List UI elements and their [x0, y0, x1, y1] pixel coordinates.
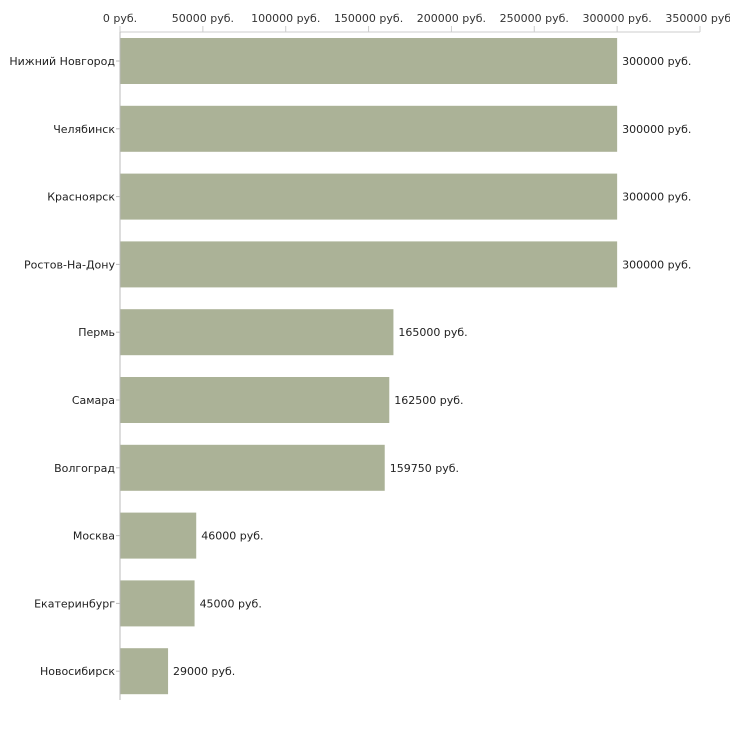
bar [120, 241, 618, 288]
bar [120, 580, 195, 627]
category-label: Волгоград [54, 462, 115, 475]
category-label: Ростов-На-Дону [24, 258, 115, 271]
bar [120, 105, 618, 152]
category-label: Новосибирск [40, 665, 115, 678]
category-label: Москва [73, 530, 115, 543]
bar [120, 377, 390, 423]
bar-value-label: 300000 руб. [622, 191, 691, 204]
bar-value-label: 162500 руб. [394, 394, 463, 407]
bar-value-label: 300000 руб. [622, 123, 691, 136]
bar-value-label: 300000 руб. [622, 258, 691, 271]
bar [120, 38, 618, 84]
bar-value-label: 46000 руб. [201, 530, 263, 543]
x-tick-label: 0 руб. [103, 12, 137, 25]
category-label: Екатеринбург [34, 597, 115, 610]
category-label: Пермь [78, 326, 115, 339]
x-tick-label: 250000 руб. [500, 12, 569, 25]
category-label: Самара [72, 394, 115, 407]
bar-value-label: 45000 руб. [200, 597, 262, 610]
x-tick-label: 50000 руб. [172, 12, 234, 25]
x-tick-label: 300000 руб. [583, 12, 652, 25]
x-tick-label: 350000 руб. [665, 12, 730, 25]
y-axis: Нижний Новгород Челябинск Красноярск Ростов… [9, 32, 121, 700]
bar-value-label: 159750 руб. [390, 462, 459, 475]
x-tick-label: 200000 руб. [417, 12, 486, 25]
x-tick-label: 150000 руб. [334, 12, 403, 25]
bar-value-label: 300000 руб. [622, 55, 691, 68]
bar-value-label: 165000 руб. [398, 326, 467, 339]
bar [120, 648, 169, 695]
bar [120, 512, 197, 559]
bars-group: 300000 руб. 300000 руб. 300000 руб. 300000 … [120, 38, 691, 695]
bar-value-label: 29000 руб. [173, 665, 235, 678]
bar [120, 309, 394, 356]
category-label: Красноярск [47, 191, 115, 204]
x-tick-label: 100000 руб. [251, 12, 320, 25]
category-label: Челябинск [53, 123, 115, 136]
bar [120, 444, 385, 491]
category-label: Нижний Новгород [9, 55, 115, 68]
x-axis: 0 руб. 50000 руб. 100000 руб. 150000 руб. 20… [103, 12, 730, 33]
bar [120, 173, 618, 220]
